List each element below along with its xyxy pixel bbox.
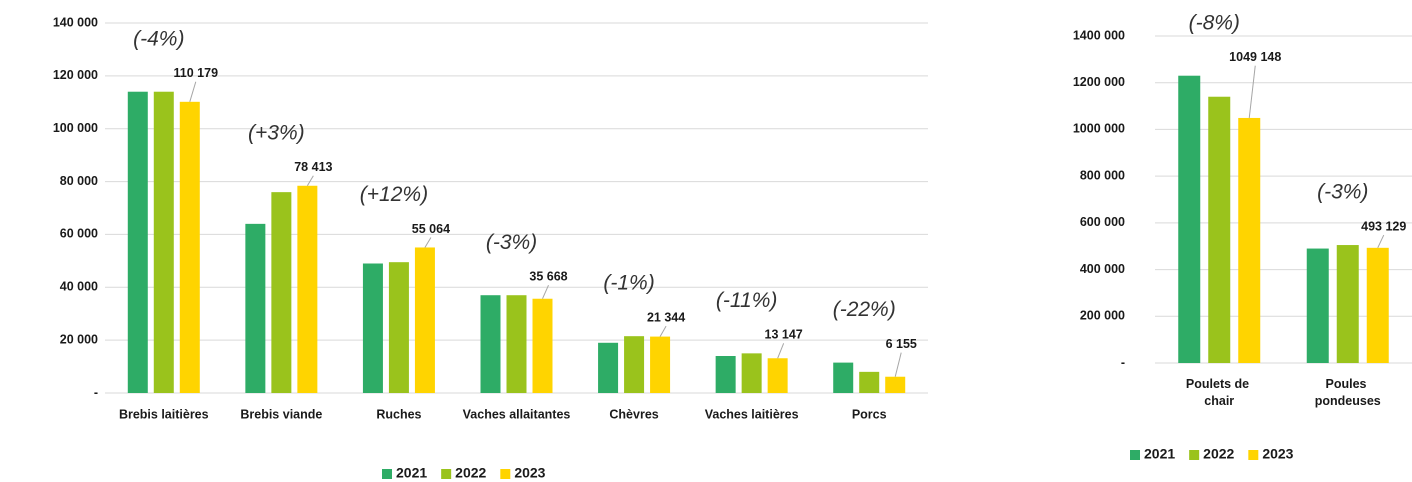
leader-line [659,325,667,337]
bar [598,342,619,393]
y-tick-label: 120 000 [53,68,98,82]
x-tick-label: Chèvres [609,407,658,421]
bar [271,192,292,393]
bar [127,91,148,393]
x-tick-label: Poulets de chair [1186,377,1253,408]
legend-label: 2021 [1144,446,1175,462]
value-label: 78 413 [294,160,332,174]
y-tick-label: 600 000 [1080,215,1125,229]
x-tick-label: Vaches laitières [705,407,799,421]
y-tick-label: 1200 000 [1073,75,1125,89]
value-label: 35 668 [529,270,567,284]
y-tick-label: 800 000 [1080,168,1125,182]
leader-line [189,81,197,102]
legend-swatch [382,469,392,479]
legend-label: 2023 [1262,446,1293,462]
bar [1178,75,1201,363]
annotation: (-4%) [133,27,184,50]
annotation: (+12%) [360,183,428,206]
legend-swatch [1189,450,1200,460]
legend-label: 2021 [396,465,427,481]
leader-line [1377,234,1385,249]
bar [245,223,266,393]
bar [1238,117,1261,363]
bar [532,298,553,393]
bar [715,356,736,393]
x-tick-label: Brebis viande [240,407,322,421]
x-tick-label: Porcs [852,407,887,421]
leader-line [1248,65,1256,119]
y-tick-label: 400 000 [1080,262,1125,276]
bar [1208,96,1231,363]
y-tick-label: 1400 000 [1073,28,1125,42]
y-tick-label: 140 000 [53,15,98,29]
legend-label: 2022 [1203,446,1234,462]
annotation: (-11%) [716,289,777,312]
annotation: (-8%) [1189,11,1240,34]
bar [362,263,383,393]
bar [297,185,318,393]
legend-swatch [441,469,452,479]
annotation: (+3%) [248,121,305,144]
x-tick-label: Vaches allaitantes [463,407,571,421]
annotation: (-3%) [486,231,537,254]
bar [506,295,527,393]
y-tick-label: 1000 000 [1073,122,1125,136]
bar [153,91,174,393]
legend-swatch [500,469,511,479]
leader-line [894,352,902,377]
bar [859,371,880,393]
annotation: (-3%) [1317,181,1368,204]
bar [1306,248,1329,363]
bar [833,362,854,393]
y-tick-label: 100 000 [53,121,98,135]
annotation: (-22%) [833,298,896,321]
bar [179,101,200,393]
leader-line [306,175,314,187]
value-label: 55 064 [412,222,450,236]
bar [480,295,501,393]
value-label: 6 155 [886,337,917,351]
x-tick-label: Brebis laitières [119,407,209,421]
value-label: 13 147 [765,328,803,342]
x-tick-label: Ruches [376,407,421,421]
legend-label: 2023 [514,465,545,481]
bar [1366,247,1389,363]
bar [767,358,788,393]
leader-line [424,237,432,248]
bar [414,247,435,393]
legend-swatch [1248,450,1259,460]
bar [741,353,762,393]
legend-swatch [1130,450,1140,460]
value-label: 110 179 [174,66,219,80]
y-tick-label: 60 000 [60,227,98,241]
bar [650,336,671,393]
y-tick-label: 200 000 [1080,309,1125,323]
leader-line [542,285,549,299]
y-tick-label: 80 000 [60,174,98,188]
y-tick-label: - [1121,355,1125,369]
bar [388,262,409,393]
legend-label: 2022 [455,465,486,481]
value-label: 493 129 [1361,219,1406,233]
bar [624,336,645,393]
value-label: 1049 148 [1229,50,1281,64]
bar [885,376,906,393]
y-tick-label: 40 000 [60,280,98,294]
x-tick-label: Poules pondeuses [1315,377,1381,408]
annotation: (-1%) [603,272,654,295]
bar [1336,245,1359,363]
value-label: 21 344 [647,310,685,324]
y-tick-label: - [94,385,98,399]
leader-line [777,343,785,359]
y-tick-label: 20 000 [60,332,98,346]
